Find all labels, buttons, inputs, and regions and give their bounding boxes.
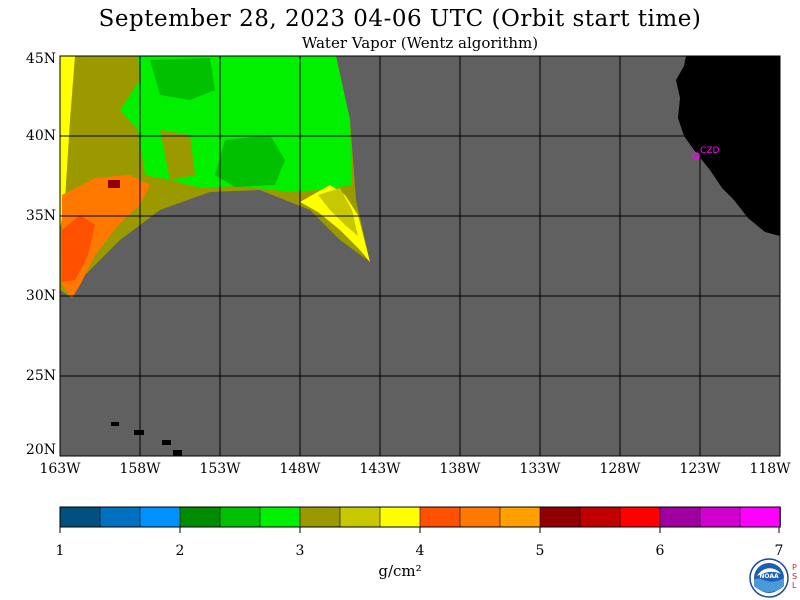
swath-maroon-spot <box>108 180 120 188</box>
psl-mark: PSL <box>792 563 800 590</box>
swath-yellow-rim <box>300 185 370 262</box>
noaa-logo-text: NOAA <box>759 573 779 580</box>
station-label-czd: CZD <box>700 146 720 156</box>
swath-khaki-rim <box>318 188 358 236</box>
gridlines <box>60 56 780 456</box>
station-marker-czd <box>692 152 700 160</box>
swath-redorange-region <box>62 215 95 282</box>
psl-text: PSL <box>792 563 798 590</box>
map-subtitle: Water Vapor (Wentz algorithm) <box>301 34 539 52</box>
colorbar-tick-label: 7 <box>774 543 784 559</box>
colorbar-tick-label: 1 <box>55 543 65 559</box>
north-america-land <box>676 56 780 236</box>
colorbar-tick-label: 5 <box>535 543 545 559</box>
island-oahu <box>134 430 144 435</box>
lon-label: 118W <box>749 461 791 477</box>
lat-label: 40N <box>25 128 56 144</box>
colorbar-tick-label: 2 <box>175 543 185 559</box>
swath-yellow-edge <box>60 56 75 230</box>
island-kauai <box>111 422 119 426</box>
colorbar-tick-label: 3 <box>295 543 305 559</box>
island-hawaii <box>173 450 182 456</box>
lon-label: 158W <box>119 461 161 477</box>
colorbar-units: g/cm² <box>378 562 422 580</box>
lat-label: 45N <box>25 51 56 67</box>
lat-label: 30N <box>25 288 56 304</box>
colorbar-tick-label: 6 <box>655 543 665 559</box>
lon-label: 128W <box>599 461 641 477</box>
map-area <box>59 55 781 457</box>
swath-olive-patch <box>160 130 195 180</box>
noaa-logo: NOAA <box>749 558 789 598</box>
swath-orange-region <box>62 175 150 298</box>
lon-label: 148W <box>279 461 321 477</box>
lat-label: 35N <box>25 208 56 224</box>
map-title: September 28, 2023 04-06 UTC (Orbit star… <box>98 6 702 32</box>
lon-label: 123W <box>679 461 721 477</box>
lat-label: 25N <box>25 368 56 384</box>
lat-label: 20N <box>25 442 56 458</box>
lon-label: 133W <box>519 461 561 477</box>
lon-label: 153W <box>199 461 241 477</box>
swath-darkgreen-patch <box>215 135 285 187</box>
island-maui <box>162 440 171 445</box>
swath-darkgreen-strip <box>150 58 215 100</box>
lon-label: 138W <box>439 461 481 477</box>
map-frame <box>59 55 781 457</box>
colorbar-tick-label: 4 <box>415 543 425 559</box>
lon-label: 163W <box>39 461 81 477</box>
lon-label: 143W <box>359 461 401 477</box>
